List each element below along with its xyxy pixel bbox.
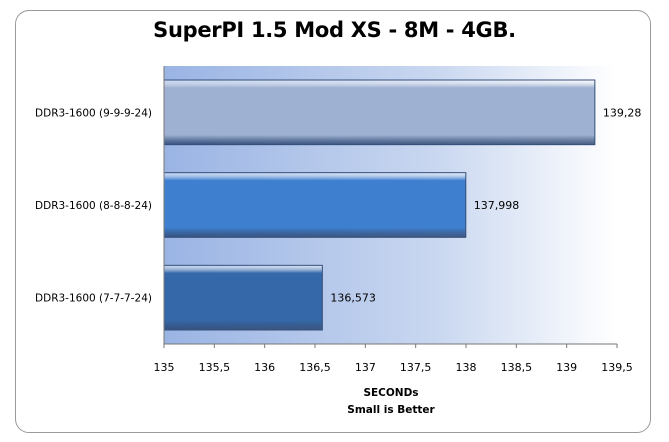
bar (163, 172, 467, 238)
data-label: 136,573 (330, 292, 376, 305)
category-label: DDR3-1600 (9-9-9-24) (35, 107, 152, 119)
x-axis-subtitle: Small is Better (347, 404, 435, 416)
x-axis-title: SECONDs (363, 387, 418, 399)
x-tick-label: 137,5 (400, 361, 432, 374)
category-label: DDR3-1600 (8-8-8-24) (35, 200, 152, 212)
x-tick-label: 136,5 (299, 361, 331, 374)
category-label: DDR3-1600 (7-7-7-24) (35, 293, 152, 305)
bar (163, 79, 596, 146)
x-tick-label: 136 (254, 361, 275, 374)
x-tick-label: 137 (355, 361, 376, 374)
x-tick-label: 135 (154, 361, 175, 374)
x-tick-label: 138,5 (501, 361, 533, 374)
bar (163, 264, 323, 331)
x-tick-label: 135,5 (199, 361, 231, 374)
data-label: 139,28 (603, 106, 642, 119)
data-label: 137,998 (474, 199, 520, 212)
chart-title: SuperPI 1.5 Mod XS - 8M - 4GB. (153, 18, 516, 42)
x-tick-label: 139,5 (601, 361, 633, 374)
x-tick-label: 139 (556, 361, 577, 374)
x-tick-label: 138 (456, 361, 477, 374)
